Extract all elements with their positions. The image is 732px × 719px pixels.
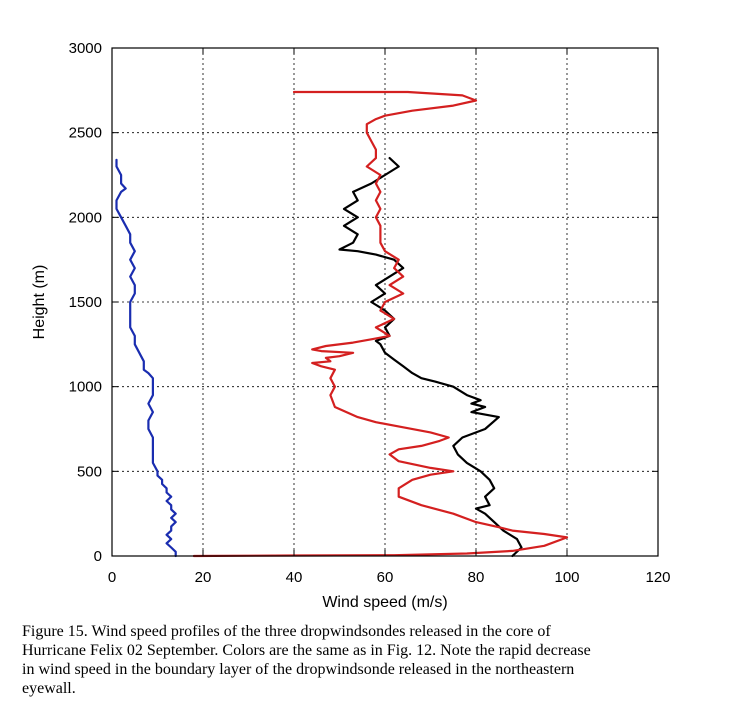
caption-line-4: eyewall.	[22, 680, 76, 697]
caption-line-1: Figure 15. Wind speed profiles of the th…	[22, 623, 551, 640]
y-tick-label: 2000	[69, 209, 102, 226]
x-tick-label: 20	[195, 569, 212, 586]
y-tick-label: 3000	[69, 40, 102, 57]
series-line-3	[192, 90, 569, 558]
caption-line-3: in wind speed in the boundary layer of t…	[22, 661, 575, 678]
x-axis-label: Wind speed (m/s)	[322, 594, 447, 611]
caption-line-2: Hurricane Felix 02 September. Colors are…	[22, 642, 591, 659]
x-tick-label: 80	[468, 569, 485, 586]
x-tick-label: 40	[286, 569, 303, 586]
y-axis-label: Height (m)	[31, 265, 48, 340]
y-tick-label: 2500	[69, 125, 102, 142]
series-layer	[115, 90, 569, 558]
x-tick-label: 0	[108, 569, 116, 586]
x-tick-label: 60	[377, 569, 394, 586]
y-tick-label: 1500	[69, 294, 102, 311]
figure-caption: Figure 15. Wind speed profiles of the th…	[22, 622, 722, 698]
x-tick-label: 120	[645, 569, 670, 586]
grid-lines	[112, 48, 658, 556]
wind-speed-chart: 0 20 40 60 80 100 120 0 500 1000 1500 2000 2500 3000…	[31, 40, 671, 611]
series-line-1	[115, 158, 177, 558]
y-tick-labels: 0 500 1000 1500 2000 2500 3000	[69, 40, 102, 565]
y-tick-label: 0	[94, 548, 102, 565]
series-line-2	[338, 157, 523, 558]
y-tick-label: 1000	[69, 379, 102, 396]
x-tick-labels: 0 20 40 60 80 100 120	[108, 569, 671, 586]
x-tick-label: 100	[554, 569, 579, 586]
y-tick-label: 500	[77, 463, 102, 480]
tick-marks	[111, 47, 659, 557]
